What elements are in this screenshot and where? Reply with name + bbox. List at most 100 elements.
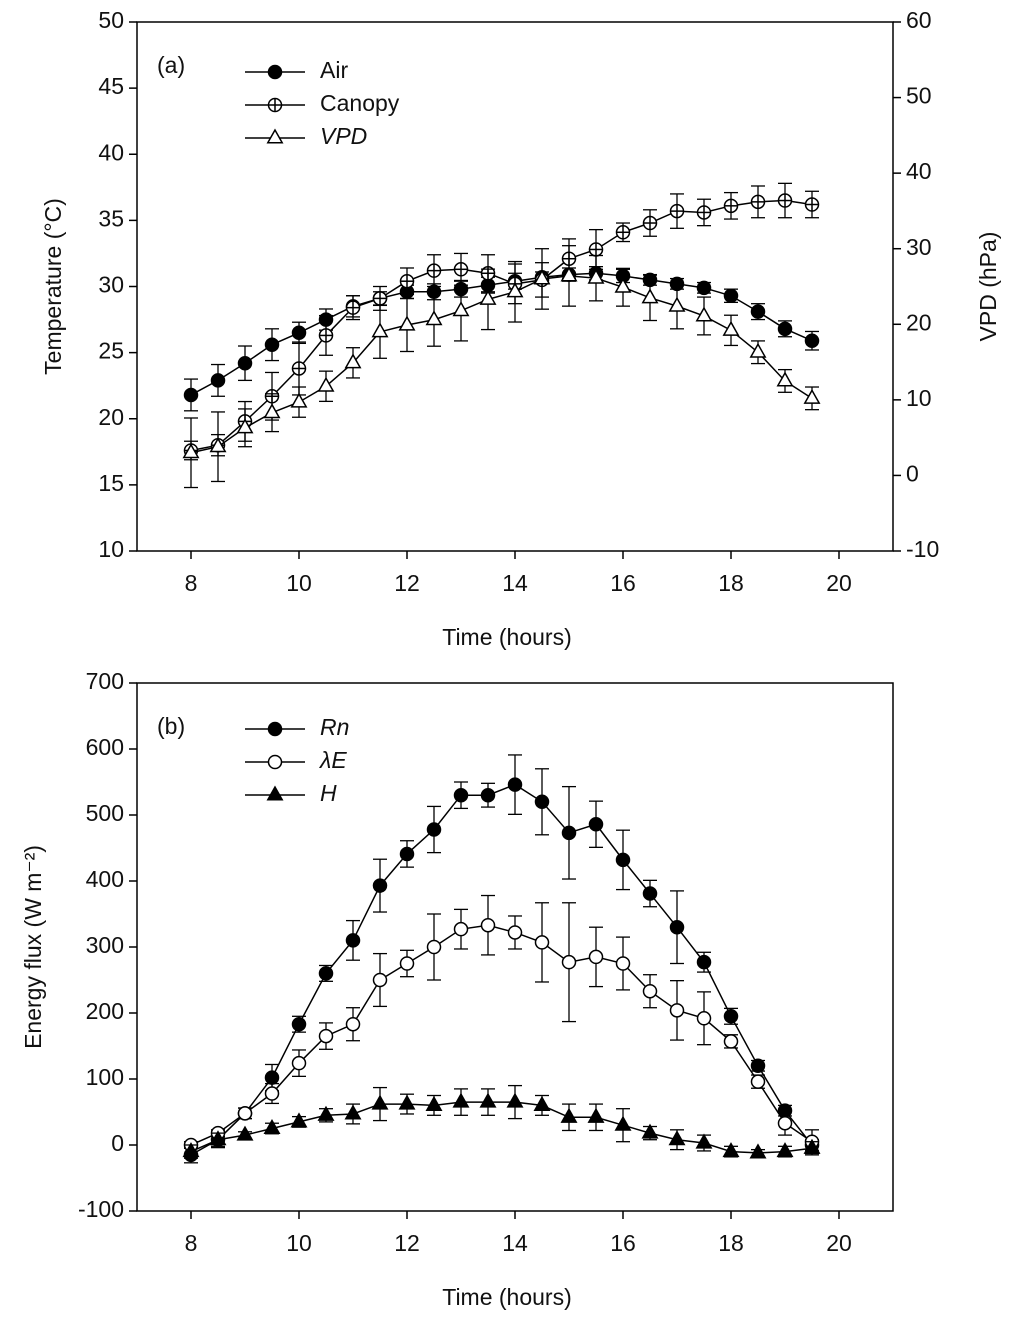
data-point: [452, 1092, 470, 1108]
marker-shape: [696, 954, 712, 970]
marker-shape: [344, 1104, 362, 1120]
marker-shape: [453, 921, 469, 937]
marker-shape: [267, 64, 283, 80]
data-point: [804, 333, 820, 348]
data-point: [614, 1115, 632, 1131]
data-point: [507, 777, 523, 792]
marker-shape: [210, 373, 226, 388]
data-point: [344, 1104, 362, 1120]
data-point: [668, 296, 686, 312]
y-tick-label: 200: [86, 998, 124, 1024]
marker-shape: [722, 1142, 740, 1158]
marker-shape: [669, 919, 685, 935]
x-tick-label: 16: [610, 570, 636, 596]
marker-shape: [696, 1011, 712, 1026]
marker-shape: [183, 387, 199, 403]
data-point: [291, 1055, 307, 1071]
data-point: [723, 288, 739, 304]
data-point: [425, 1095, 443, 1111]
data-point: [534, 935, 550, 950]
marker-shape: [291, 1016, 307, 1032]
data-point: [533, 269, 551, 285]
marker-shape: [264, 1086, 280, 1101]
marker-shape: [777, 321, 793, 337]
data-point: [264, 1070, 280, 1085]
marker-shape: [452, 1092, 470, 1108]
marker-shape: [749, 342, 767, 358]
marker-shape: [750, 1074, 766, 1089]
marker-shape: [776, 371, 794, 387]
marker-shape: [695, 1133, 713, 1149]
legend-entry: Rn: [245, 714, 349, 740]
data-point: [182, 1142, 200, 1158]
legend-entry: Air: [245, 57, 348, 83]
data-point: [453, 787, 469, 803]
marker-shape: [588, 949, 604, 965]
marker-shape: [318, 966, 334, 981]
y-tick-label: 15: [98, 470, 124, 496]
data-point: [318, 966, 334, 981]
marker-shape: [290, 392, 308, 408]
marker-shape: [425, 1095, 443, 1111]
data-point: [587, 268, 605, 284]
marker-shape: [237, 1106, 253, 1121]
marker-shape: [749, 1143, 767, 1159]
marker-shape: [777, 1115, 793, 1131]
data-point: [372, 878, 388, 893]
marker-shape: [641, 288, 659, 304]
series-line: [190, 275, 813, 454]
legend-marker: [267, 754, 283, 770]
marker-shape: [723, 1009, 739, 1024]
data-point: [264, 1086, 280, 1101]
data-point: [371, 322, 389, 338]
marker-shape: [372, 972, 388, 988]
data-point: [399, 846, 415, 862]
marker-shape: [561, 954, 577, 970]
x-axis-label: Time (hours): [442, 1284, 572, 1310]
data-point: [750, 304, 766, 319]
marker-shape: [534, 935, 550, 950]
marker-shape: [668, 1130, 686, 1146]
marker-shape: [803, 388, 821, 404]
marker-shape: [614, 277, 632, 293]
marker-shape: [614, 1115, 632, 1131]
marker-shape: [804, 333, 820, 348]
data-point: [209, 437, 227, 453]
marker-shape: [587, 1107, 605, 1123]
marker-shape: [507, 777, 523, 792]
data-point: [479, 289, 497, 305]
y-tick-label: 35: [98, 205, 124, 231]
marker-shape: [641, 1123, 659, 1139]
data-point: [479, 1092, 497, 1108]
y-tick-label: 300: [86, 932, 124, 958]
data-point: [210, 373, 226, 388]
data-point: [344, 353, 362, 369]
data-point: [398, 315, 416, 331]
marker-shape: [266, 128, 284, 144]
marker-shape: [533, 269, 551, 285]
marker-shape: [425, 310, 443, 326]
marker-shape: [317, 1105, 335, 1121]
x-tick-label: 14: [502, 570, 528, 596]
x-tick-label: 16: [610, 1230, 636, 1256]
marker-shape: [371, 322, 389, 338]
marker-shape: [669, 1003, 685, 1018]
marker-shape: [264, 337, 280, 352]
data-point: [318, 1028, 334, 1044]
data-point: [426, 822, 442, 837]
data-point: [560, 1107, 578, 1123]
marker-shape: [345, 933, 361, 948]
data-point: [750, 1074, 766, 1089]
data-point: [291, 325, 307, 341]
marker-shape: [426, 939, 442, 955]
data-point: [750, 194, 766, 210]
marker-shape: [750, 304, 766, 319]
marker-shape: [452, 301, 470, 317]
marker-shape: [480, 787, 496, 803]
data-point: [668, 1130, 686, 1146]
data-point: [560, 266, 578, 282]
data-point: [371, 1094, 389, 1110]
marker-shape: [533, 1095, 551, 1111]
data-point: [696, 954, 712, 970]
data-point: [534, 794, 550, 810]
